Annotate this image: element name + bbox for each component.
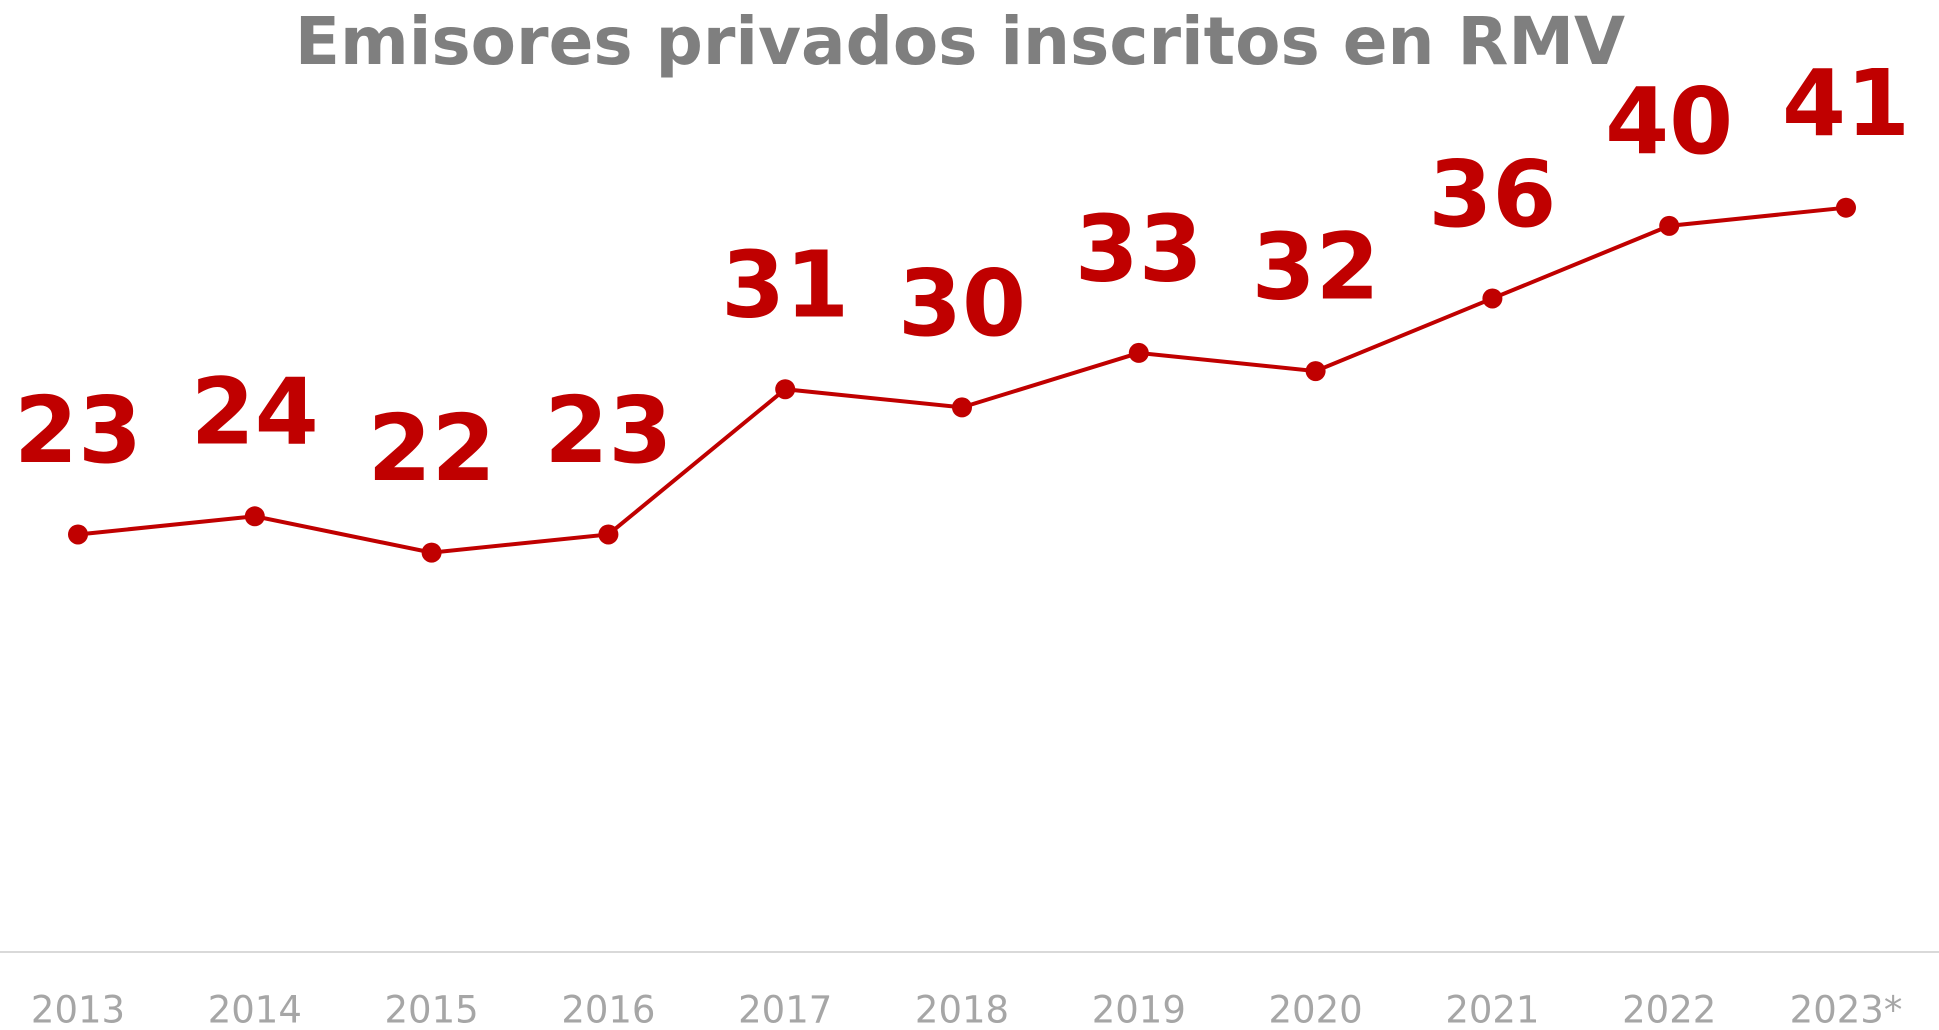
point (68, 524, 88, 545)
x-tick-label: 2016 (561, 989, 655, 1030)
data-label: 24 (191, 359, 319, 466)
data-label: 33 (1075, 195, 1203, 302)
x-tick-label: 2019 (1092, 989, 1186, 1030)
point (598, 524, 619, 545)
point (775, 379, 796, 400)
chart-title: Emisores privados inscritos en RMV (295, 3, 1625, 80)
x-tick-label: 2013 (31, 989, 125, 1030)
data-label: 40 (1605, 68, 1733, 175)
x-tick-label: 2015 (385, 989, 479, 1030)
point (1482, 288, 1503, 309)
x-tick-label: 2021 (1445, 989, 1539, 1030)
data-label: 22 (368, 395, 496, 502)
x-tick-label: 2014 (208, 989, 302, 1030)
point (1836, 197, 1856, 218)
point (421, 542, 442, 563)
data-label: 36 (1428, 141, 1556, 248)
point (1128, 342, 1149, 363)
data-label: 30 (898, 250, 1026, 357)
data-label: 31 (721, 232, 849, 339)
point (244, 506, 265, 527)
data-label: 32 (1252, 213, 1380, 320)
x-tick-label: 2018 (915, 989, 1009, 1030)
point (1659, 215, 1680, 236)
point (1305, 361, 1326, 382)
x-tick-label: 2022 (1622, 989, 1716, 1030)
x-tick-label: 2020 (1269, 989, 1363, 1030)
point (952, 397, 972, 418)
data-label: 41 (1782, 50, 1910, 157)
data-label: 23 (544, 377, 672, 484)
x-tick-label: 2017 (738, 989, 832, 1030)
data-label: 23 (14, 377, 142, 484)
x-tick-label: 2023* (1790, 989, 1903, 1030)
